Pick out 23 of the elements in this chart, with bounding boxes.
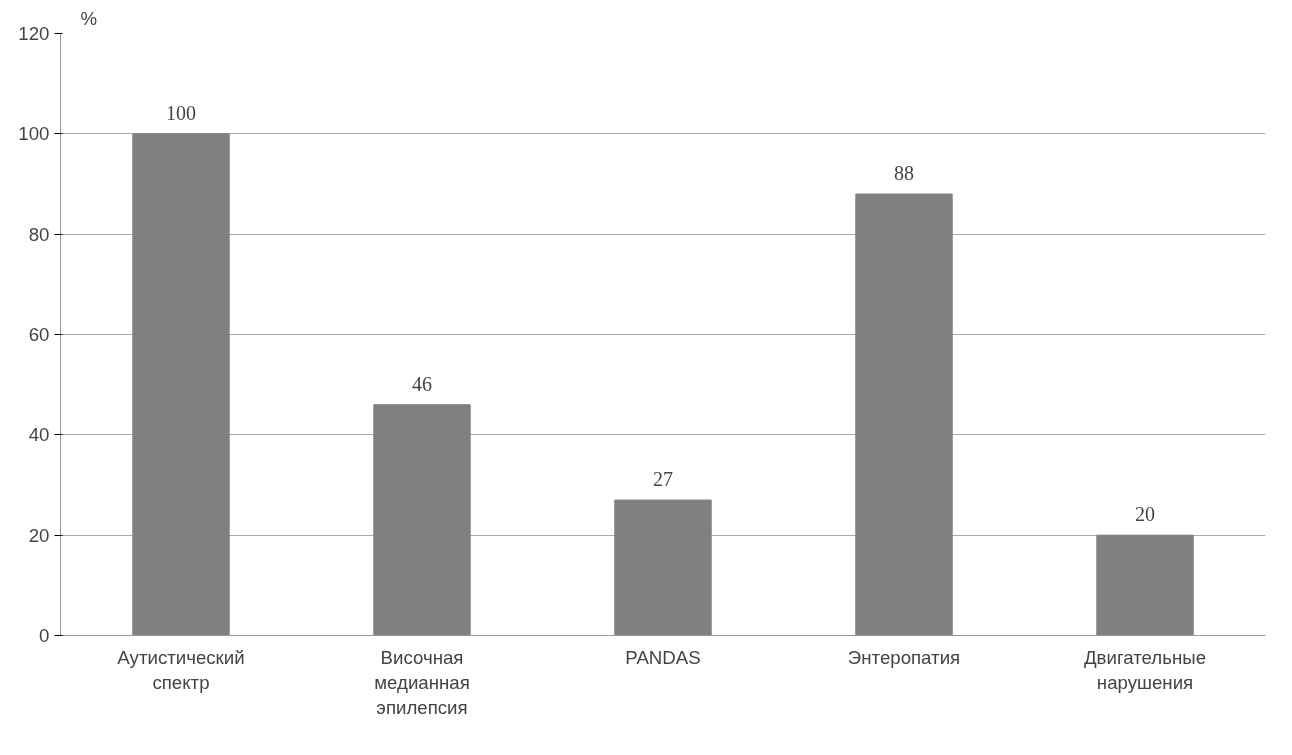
- y-tick-label: 100: [18, 123, 50, 145]
- y-tick-label: 80: [28, 223, 50, 245]
- x-tick-label: Височная медианная эпилепсия: [374, 646, 470, 718]
- data-label: 46: [412, 372, 432, 395]
- x-tick-label: Двигательные нарушения: [1083, 646, 1207, 693]
- y-tick-label: 20: [28, 524, 50, 546]
- y-tick-label: 0: [39, 625, 50, 646]
- x-tick-label: Энтеропатия: [847, 646, 961, 668]
- y-tick-label: 60: [28, 324, 50, 345]
- bar: [855, 193, 953, 636]
- bar: [1096, 534, 1194, 636]
- y-tick-label: 120: [18, 23, 50, 44]
- data-label: 88: [894, 162, 914, 185]
- bar: [132, 133, 230, 636]
- bar: [614, 499, 712, 636]
- bar: [373, 404, 471, 636]
- data-label: 27: [653, 468, 673, 491]
- y-tick-label: 40: [28, 424, 50, 446]
- data-label: 100: [166, 101, 196, 124]
- x-tick-label: Аутистический спектр: [117, 646, 245, 693]
- x-tick-label: PANDAS: [625, 646, 701, 668]
- data-label: 20: [1135, 503, 1155, 526]
- y-axis-title: %: [80, 7, 98, 29]
